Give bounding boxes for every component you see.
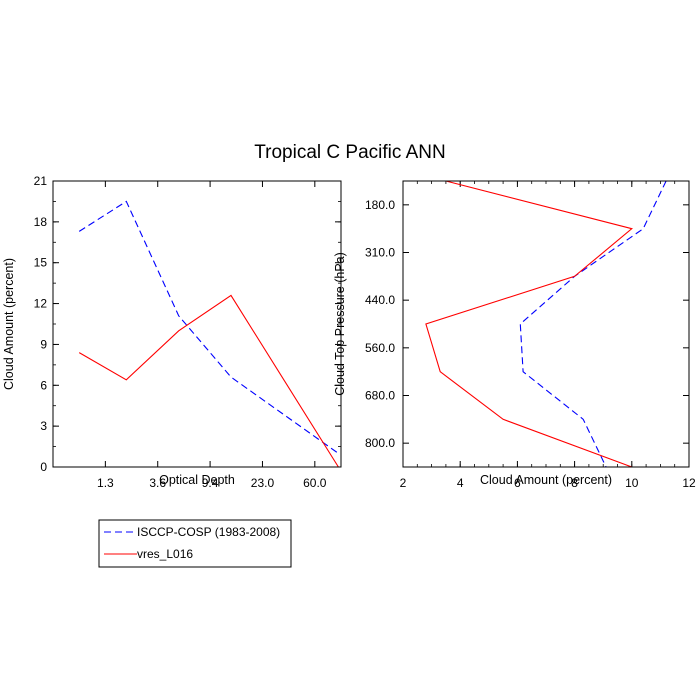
plot-frame-right	[402, 180, 690, 468]
x-tick-label: 60.0	[303, 476, 327, 490]
y-tick-label: 15	[34, 256, 48, 270]
y-tick-label: 0	[40, 460, 47, 474]
series-line-1	[519, 180, 667, 468]
y-tick-label: 440.0	[365, 293, 395, 307]
y-tick-label: 180.0	[365, 198, 395, 212]
y-tick-label: 560.0	[365, 341, 395, 355]
y-tick-label: 9	[40, 337, 47, 351]
x-tick-label: 3.6	[149, 476, 166, 490]
y-tick-label: 800.0	[365, 436, 395, 450]
figure-title: Tropical C Pacific ANN	[254, 142, 445, 163]
y-axis-title-right: Cloud Top Pressure (hPa)	[333, 252, 347, 396]
y-tick-label: 21	[34, 174, 48, 188]
y-axis-title-left: Cloud Amount (percent)	[2, 258, 16, 390]
x-tick-label: 12	[682, 476, 696, 490]
y-tick-label: 310.0	[365, 246, 395, 260]
plot-frame-left	[52, 180, 342, 468]
y-tick-label: 680.0	[365, 389, 395, 403]
series-line-2	[425, 180, 633, 468]
x-tick-label: 8	[571, 476, 578, 490]
legend-label: ISCCP-COSP (1983-2008)	[137, 525, 280, 539]
x-tick-label: 9.4	[202, 476, 219, 490]
legend-box	[98, 519, 292, 568]
x-tick-label: 10	[625, 476, 639, 490]
x-tick-label: 4	[457, 476, 464, 490]
panel-optical-depth: 0 3 6 9 12 15 18 21 1.3 3.6 9.4 23.0 60.0 Optical Dep…	[2, 174, 342, 490]
y-tick-label: 3	[40, 419, 47, 433]
series-line-2	[78, 294, 339, 468]
x-tick-label: 2	[400, 476, 407, 490]
y-tick-label: 18	[34, 215, 48, 229]
series-line-1	[78, 200, 339, 454]
x-axis-title-left: Optical Depth	[159, 473, 235, 487]
y-tick-label: 12	[34, 297, 48, 311]
x-tick-label: 1.3	[97, 476, 114, 490]
panel-cloud-top-pressure: 2 4 6 8 10 12 180.0 310.0 440.0 560.0 680.0 800.0 Cl…	[333, 180, 696, 490]
x-tick-label: 6	[514, 476, 521, 490]
x-axis-title-right: Cloud Amount (percent)	[480, 473, 612, 487]
y-tick-label: 6	[40, 378, 47, 392]
x-tick-label: 23.0	[251, 476, 275, 490]
legend: ISCCP-COSP (1983-2008) vres_L016	[98, 519, 292, 568]
legend-label: vres_L016	[137, 547, 193, 561]
